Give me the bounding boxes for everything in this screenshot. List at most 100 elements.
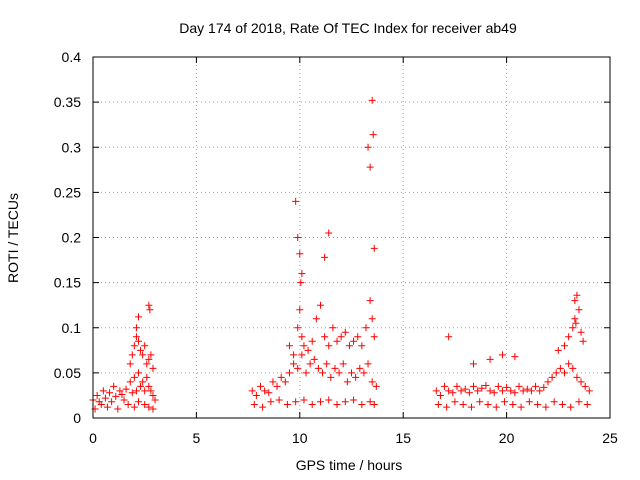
data-point [323,360,331,368]
data-point [366,297,374,305]
data-point [459,400,467,408]
data-point [329,324,337,332]
data-point [457,387,465,395]
data-point [298,270,306,278]
data-point [536,387,544,395]
data-point [441,382,449,390]
data-point [517,403,525,411]
data-point [453,382,461,390]
data-point [532,382,540,390]
data-point [527,387,535,395]
data-point [348,369,355,377]
data-point [257,382,265,390]
data-point [132,387,140,395]
data-point [128,351,136,359]
x-tick-label: 5 [193,430,201,446]
data-point [370,400,378,408]
data-point [308,337,316,345]
data-point [540,383,548,391]
data-point [290,351,298,359]
data-point [470,382,478,390]
data-point [300,396,308,404]
data-point [145,382,153,390]
data-point [571,315,579,323]
data-point [306,360,314,368]
data-point [356,364,364,372]
data-point [577,328,585,336]
data-point [103,403,111,411]
data-point [372,382,380,390]
data-point [461,385,469,393]
x-tick-label: 25 [602,430,618,446]
data-point [370,244,378,252]
data-point [341,398,349,406]
data-point [484,400,492,408]
data-point [116,387,124,395]
data-point [467,403,475,411]
data-point [501,398,509,406]
data-point [130,403,138,411]
data-point [583,400,591,408]
data-point [486,387,494,395]
data-point [146,306,154,314]
data-point [118,391,126,399]
data-point [283,400,291,408]
data-point [312,315,320,323]
data-point [443,403,451,411]
data-point [325,396,333,404]
data-point [360,369,368,377]
data-points [89,96,593,413]
data-point [478,384,486,392]
data-point [364,360,372,368]
data-point [145,355,153,363]
data-point [134,369,142,377]
data-point [273,382,281,390]
data-point [285,369,293,377]
data-point [369,131,377,139]
data-point [128,389,136,397]
data-point [565,333,573,341]
x-axis-label: GPS time / hours [296,457,403,473]
data-point [534,400,542,408]
data-point [515,382,523,390]
data-point [331,364,339,372]
data-point [571,297,579,305]
data-point [449,389,457,397]
data-point [350,337,358,345]
data-point [554,346,562,354]
data-point [511,389,519,397]
data-point [285,342,293,350]
data-point [579,337,587,345]
axis-ticks [92,56,611,419]
data-point [337,333,345,341]
data-point [325,229,333,237]
data-point [277,373,285,381]
x-tick-labels: 0 5 10 15 20 25 [89,430,618,446]
data-point [296,250,304,258]
data-point [302,369,310,377]
y-tick-label: 0.2 [62,230,82,246]
data-point [149,405,157,413]
data-point [265,389,273,397]
data-point [482,382,490,390]
data-point [147,351,155,359]
data-point [145,301,153,309]
plot-frame [92,56,611,419]
data-point [141,400,149,408]
data-point [290,360,298,368]
data-point [350,396,358,404]
data-point [141,387,149,395]
data-point [259,403,267,411]
data-point [486,355,494,363]
data-point [294,234,302,241]
data-point [292,398,300,406]
data-point [269,378,277,386]
data-point [573,291,581,299]
data-point [581,382,589,390]
y-axis-label: ROTI / TECUs [5,193,21,283]
data-point [130,342,138,350]
data-point [321,253,329,261]
data-point [358,342,366,350]
data-point [134,398,142,406]
data-point [366,163,374,171]
